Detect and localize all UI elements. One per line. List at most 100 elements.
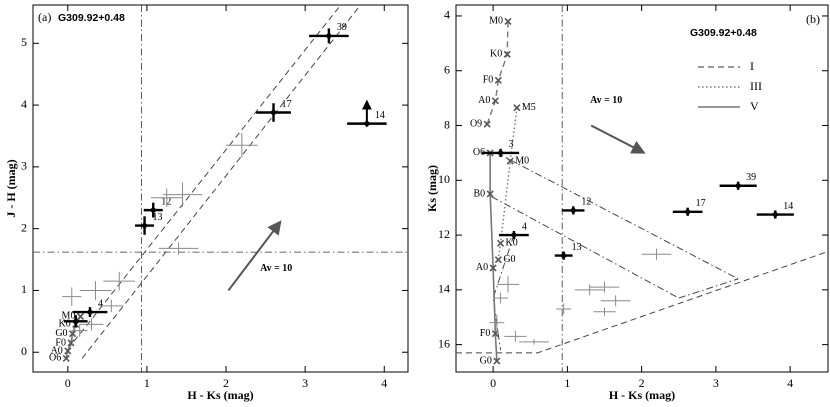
spectral-track: [486, 21, 509, 125]
point-label: 39: [337, 22, 347, 33]
chart-title: G309.92+0.48: [690, 27, 757, 39]
track-label: M0: [489, 16, 503, 27]
reddening-vector: [590, 124, 646, 154]
legend-label: I: [750, 59, 754, 73]
track-label: G0: [480, 355, 492, 366]
data-point: [684, 208, 692, 216]
point-label: 12: [581, 197, 591, 208]
panel-label: (b): [806, 12, 820, 26]
plot-frame: [455, 4, 829, 373]
data-point: [269, 108, 278, 117]
x-tick-label: 3: [302, 376, 308, 390]
x-tick-label: 0: [65, 376, 71, 390]
y-tick-label: 4: [21, 97, 27, 111]
x-tick-label: 2: [639, 376, 645, 390]
legend-label: III: [750, 79, 762, 93]
y-tick-label: 16: [438, 336, 450, 350]
track-point: [496, 239, 505, 247]
x-tick-label: 0: [490, 376, 496, 390]
data-point: [363, 120, 371, 128]
data-point: [72, 317, 80, 325]
x-tick-label: 4: [381, 376, 387, 390]
data-point: [569, 206, 577, 215]
reddening-line: [81, 5, 361, 359]
y-tick-label: 14: [438, 282, 450, 296]
y-axis-label: Ks (mag): [425, 165, 439, 212]
track-label: B0: [473, 188, 485, 199]
panel: 0 1 2 3 4 0 1 2 3 4 5 H - Ks (mag) J - H (mag) (a) G30…: [4, 4, 409, 402]
point-label: 17: [282, 99, 292, 110]
panel-label: (a): [38, 10, 51, 24]
y-tick-label: 10: [438, 172, 450, 186]
x-tick-label: 1: [144, 376, 150, 390]
track-point: [491, 330, 499, 338]
track-point: [486, 190, 494, 198]
track-label: K0: [58, 319, 70, 330]
annotation: Av = 10: [590, 95, 622, 106]
y-tick-label: 3: [21, 159, 27, 173]
track-label: A0: [478, 95, 490, 106]
plot-frame: [32, 4, 409, 373]
reddening-line: [678, 278, 739, 299]
annotation: Av = 10: [260, 263, 292, 274]
track-label: K0: [506, 238, 518, 249]
track-label: F0: [480, 328, 491, 339]
track-point: [68, 330, 77, 338]
data-point: [510, 231, 518, 239]
track-label: K0: [490, 49, 502, 60]
x-axis-label: H - Ks (mag): [187, 388, 253, 402]
track-label: O9: [470, 118, 482, 129]
track-point: [489, 264, 497, 272]
track-point: [483, 120, 491, 128]
x-tick-label: 3: [713, 376, 719, 390]
data-point: [560, 252, 568, 260]
y-tick-label: 1: [21, 282, 27, 296]
track-point: [494, 76, 502, 84]
y-tick-label: 2: [21, 220, 27, 234]
y-axis-label: J - H (mag): [4, 159, 18, 217]
track-point: [504, 17, 512, 25]
data-point: [140, 221, 149, 230]
point-label: 4: [98, 298, 103, 309]
track-label: F0: [55, 337, 66, 348]
y-tick-label: 0: [21, 344, 27, 358]
data-point: [734, 182, 742, 190]
y-tick-label: 4: [444, 8, 450, 22]
data-point: [496, 149, 505, 157]
track-label: A0: [51, 345, 63, 356]
data-point: [325, 32, 333, 40]
track-label: F0: [483, 75, 494, 86]
track-point: [494, 256, 502, 264]
track-point: [64, 347, 72, 355]
reddening-line: [67, 5, 342, 350]
point-label: 4: [522, 221, 527, 232]
point-label: 39: [746, 172, 756, 183]
track-label: M0: [515, 155, 529, 166]
data-point: [149, 206, 157, 214]
track-label: G0: [55, 328, 67, 339]
track-point: [493, 357, 501, 365]
point-label: 14: [783, 201, 793, 212]
y-tick-label: 12: [438, 227, 450, 241]
track-point: [67, 339, 75, 347]
x-tick-label: 4: [787, 376, 793, 390]
data-point: [771, 210, 779, 219]
y-tick-label: 6: [444, 62, 450, 76]
reddening-line: [496, 152, 739, 280]
point-label: 3: [509, 139, 514, 150]
track-point: [506, 157, 514, 165]
point-label: 13: [572, 242, 582, 253]
track-point: [76, 312, 85, 320]
data-point: [86, 308, 94, 316]
chart-title: G309.92+0.48: [58, 12, 125, 24]
y-tick-label: 5: [21, 35, 27, 49]
spectral-track: [497, 107, 518, 260]
track-label: G0: [503, 254, 515, 265]
point-label: 17: [696, 198, 706, 209]
point-label: 14: [375, 110, 385, 121]
track-label: A0: [476, 262, 488, 273]
reddening-line: [491, 196, 679, 299]
track-point: [503, 50, 511, 58]
